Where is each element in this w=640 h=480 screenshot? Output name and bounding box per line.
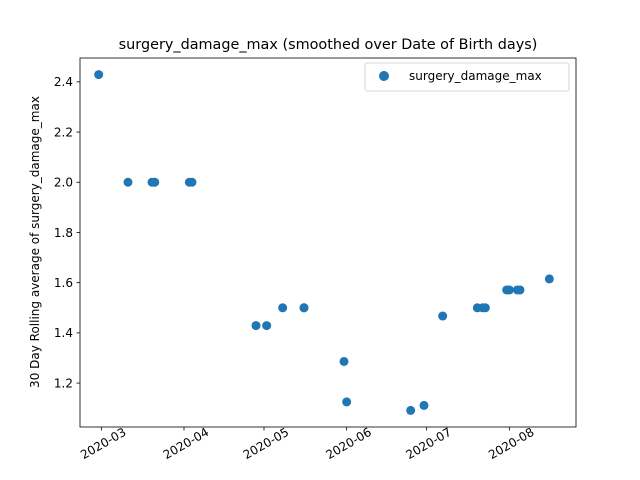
legend-entry-surgery-damage-max: surgery_damage_max bbox=[409, 69, 542, 83]
data-point bbox=[515, 285, 525, 295]
y-tick-label: 1.8 bbox=[54, 226, 73, 240]
y-tick-label: 1.6 bbox=[54, 276, 73, 290]
x-tick-label: 2020-04 bbox=[161, 425, 211, 462]
data-point bbox=[342, 397, 352, 407]
y-axis-label: 30 Day Rolling average of surgery_damage… bbox=[28, 96, 42, 388]
data-point bbox=[150, 177, 160, 187]
plot-frame bbox=[79, 57, 577, 428]
y-tick-label: 2.4 bbox=[54, 75, 73, 89]
x-tick-label: 2020-08 bbox=[486, 425, 536, 462]
legend-marker bbox=[379, 71, 389, 81]
data-point bbox=[339, 356, 349, 366]
data-point bbox=[187, 177, 197, 187]
legend: surgery_damage_max bbox=[364, 62, 570, 92]
data-point bbox=[504, 285, 514, 295]
data-point bbox=[262, 321, 272, 331]
y-tick-label: 2.0 bbox=[54, 176, 73, 190]
data-points bbox=[94, 70, 554, 415]
data-point bbox=[544, 274, 554, 284]
y-tick-label: 1.4 bbox=[54, 326, 73, 340]
data-point bbox=[438, 311, 448, 321]
chart-title: surgery_damage_max (smoothed over Date o… bbox=[119, 37, 538, 53]
x-tick-label: 2020-03 bbox=[78, 425, 128, 462]
legend-box bbox=[364, 62, 570, 92]
data-point bbox=[299, 303, 309, 313]
axis-ticks: 2020-03 2020-04 2020-05 2020-06 2020-07 2020-… bbox=[54, 75, 537, 462]
data-point bbox=[406, 405, 416, 415]
x-tick-label: 2020-06 bbox=[323, 425, 373, 462]
data-point bbox=[480, 303, 490, 313]
y-tick-label: 2.2 bbox=[54, 125, 73, 139]
y-tick-label: 1.2 bbox=[54, 376, 73, 390]
data-point bbox=[278, 303, 288, 313]
data-point bbox=[94, 70, 104, 80]
x-tick-label: 2020-05 bbox=[241, 425, 291, 462]
x-tick-label: 2020-07 bbox=[403, 425, 453, 462]
data-point bbox=[123, 177, 133, 187]
data-point bbox=[419, 400, 429, 410]
data-point bbox=[251, 321, 261, 331]
